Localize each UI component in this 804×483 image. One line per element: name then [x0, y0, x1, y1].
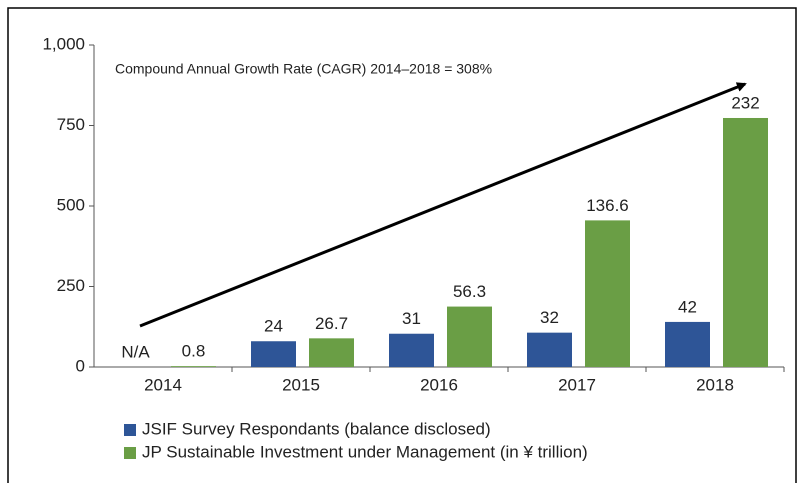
x-tick-label: 2015	[282, 375, 320, 394]
frame	[7, 7, 797, 483]
data-label: 0.8	[182, 342, 206, 361]
y-tick-label: 250	[57, 276, 85, 295]
data-label: 31	[402, 309, 421, 328]
bar	[723, 117, 768, 367]
y-tick-label: 750	[57, 115, 85, 134]
bar	[389, 333, 434, 367]
legend-label: JP Sustainable Investment under Manageme…	[142, 442, 588, 461]
x-tick-label: 2017	[558, 375, 596, 394]
data-label: N/A	[121, 342, 150, 361]
data-label: 232	[731, 93, 759, 112]
bar	[171, 366, 216, 367]
growth-arrow	[139, 82, 747, 328]
y-tick-label: 500	[57, 195, 85, 214]
data-label: 26.7	[315, 314, 348, 333]
data-label: 56.3	[453, 282, 486, 301]
x-tick-label: 2014	[144, 375, 182, 394]
legend-swatch	[124, 424, 136, 436]
bar	[585, 220, 630, 367]
annotation: Compound Annual Growth Rate (CAGR) 2014–…	[115, 61, 492, 77]
data-label: 32	[540, 308, 559, 327]
x-tick-label: 2018	[696, 375, 734, 394]
legend-label: JSIF Survey Respondants (balance disclos…	[142, 419, 491, 438]
legend-swatch	[124, 447, 136, 459]
data-label: 136.6	[586, 196, 629, 215]
bar	[447, 306, 492, 367]
bar	[309, 338, 354, 367]
bar	[251, 341, 296, 367]
data-label: 42	[678, 297, 697, 316]
y-tick-label: 0	[76, 356, 85, 375]
bar	[665, 321, 710, 367]
x-tick-label: 2016	[420, 375, 458, 394]
bar	[527, 332, 572, 367]
data-label: 24	[264, 317, 283, 336]
y-tick-label: 1,000	[42, 34, 85, 53]
